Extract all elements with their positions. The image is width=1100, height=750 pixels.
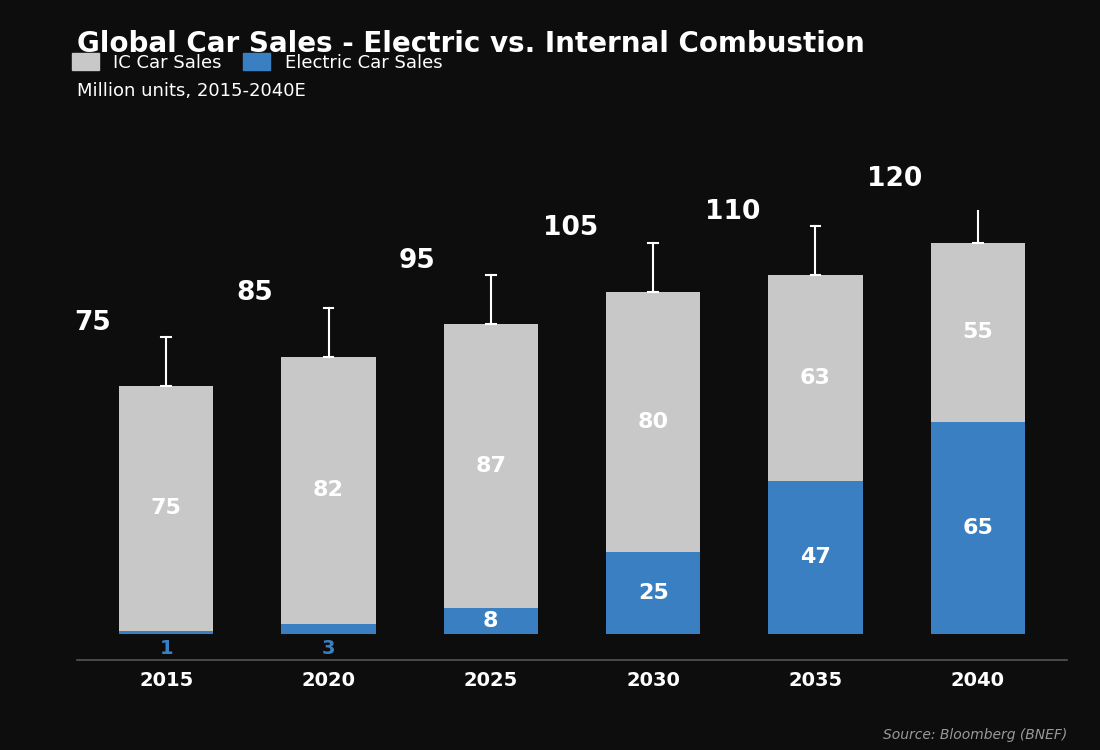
Text: 75: 75 — [151, 498, 182, 518]
Text: 80: 80 — [638, 412, 669, 432]
Text: 85: 85 — [236, 280, 274, 306]
Bar — [931, 422, 1025, 634]
Bar — [443, 324, 538, 608]
Text: 47: 47 — [800, 548, 830, 567]
Text: 63: 63 — [800, 368, 830, 388]
Text: 8: 8 — [483, 610, 498, 631]
Bar — [282, 624, 375, 634]
Bar — [931, 242, 1025, 422]
Bar — [119, 631, 213, 634]
Text: 110: 110 — [705, 199, 760, 225]
Text: 3: 3 — [322, 639, 335, 658]
Text: 55: 55 — [962, 322, 993, 342]
Bar — [606, 292, 701, 553]
Text: 25: 25 — [638, 584, 669, 603]
Text: 1: 1 — [160, 639, 173, 658]
Text: 120: 120 — [867, 166, 923, 192]
Text: 87: 87 — [475, 456, 506, 476]
Legend: IC Car Sales, Electric Car Sales: IC Car Sales, Electric Car Sales — [66, 48, 448, 77]
Text: Million units, 2015-2040E: Million units, 2015-2040E — [77, 82, 306, 100]
Bar — [443, 608, 538, 634]
Text: 95: 95 — [399, 248, 436, 274]
Text: 75: 75 — [75, 310, 111, 335]
Bar — [119, 386, 213, 631]
Text: Source: Bloomberg (BNEF): Source: Bloomberg (BNEF) — [882, 728, 1067, 742]
Text: 82: 82 — [314, 481, 344, 500]
Bar — [769, 481, 862, 634]
Text: Global Car Sales - Electric vs. Internal Combustion: Global Car Sales - Electric vs. Internal… — [77, 30, 865, 58]
Bar — [606, 553, 701, 634]
Bar — [769, 275, 862, 481]
Bar — [282, 357, 375, 624]
Text: 105: 105 — [542, 215, 598, 241]
Text: 65: 65 — [962, 518, 993, 538]
